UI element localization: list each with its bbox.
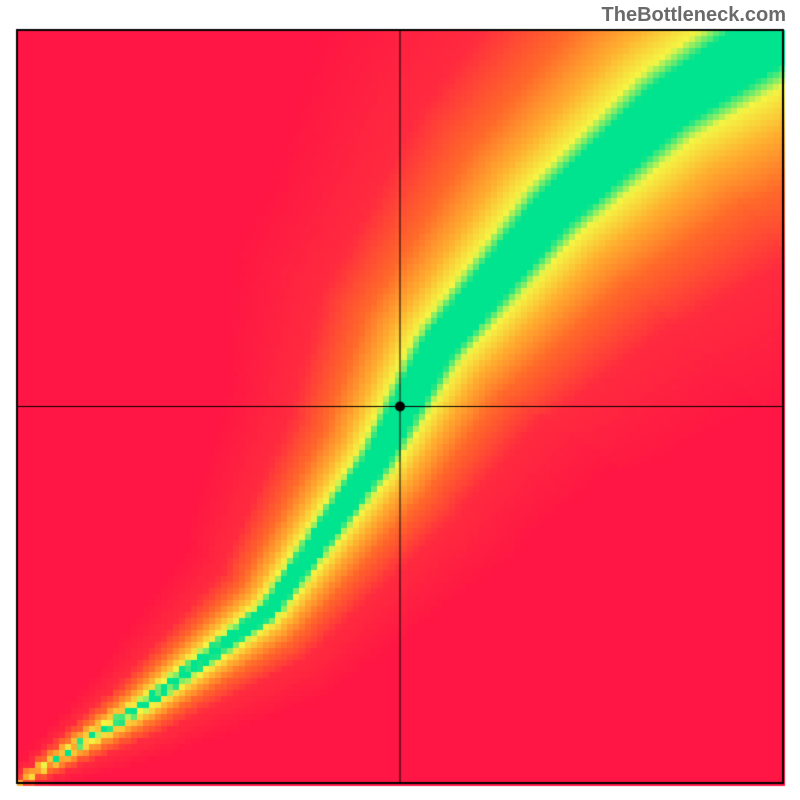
heatmap-canvas <box>0 0 800 800</box>
brand-label: TheBottleneck.com <box>602 4 786 27</box>
chart-container: TheBottleneck.com <box>0 0 800 800</box>
